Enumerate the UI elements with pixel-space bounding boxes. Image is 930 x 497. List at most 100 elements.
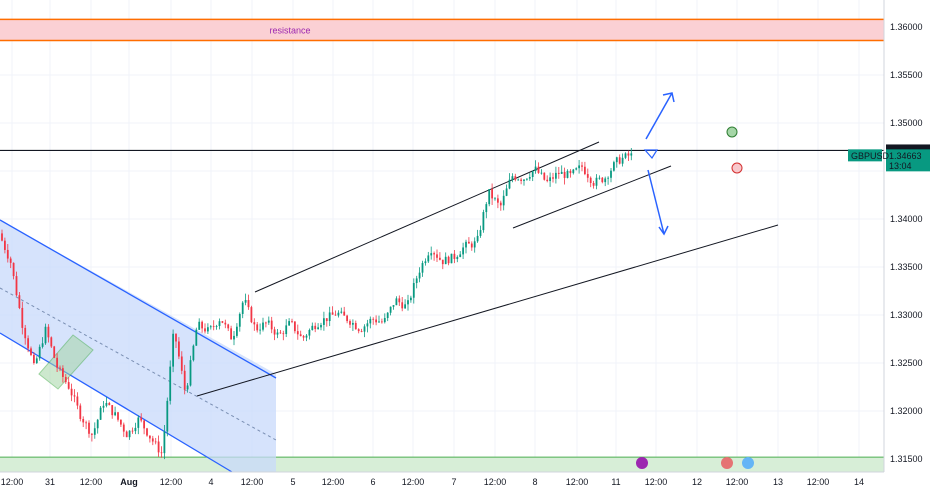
candle-body — [265, 322, 267, 324]
candle-body — [175, 333, 177, 342]
candle-body — [88, 422, 90, 434]
candle-body — [540, 172, 543, 174]
candle-body — [621, 157, 624, 164]
candle-body — [186, 385, 189, 390]
bullish-arrow[interactable] — [645, 92, 673, 140]
event-icon[interactable] — [636, 457, 648, 469]
green-marker-icon[interactable] — [726, 126, 738, 138]
x-tick-label: 13 — [773, 477, 783, 487]
candle-body — [352, 322, 354, 325]
candle-body — [372, 318, 375, 320]
resistance-zone[interactable] — [0, 19, 884, 41]
candle-body — [578, 165, 580, 169]
candle-body — [59, 367, 61, 369]
x-tick-label: 12:00 — [160, 477, 183, 487]
candle-body — [137, 417, 140, 428]
candle-body — [30, 348, 32, 355]
candle-body — [427, 255, 430, 262]
channel-upper-line[interactable] — [0, 219, 277, 379]
candle-body — [38, 346, 41, 359]
candle-body — [47, 326, 50, 338]
support-trendline[interactable] — [196, 224, 779, 397]
candle-body — [476, 235, 479, 242]
candle-body — [204, 328, 206, 332]
candle-body — [497, 198, 499, 203]
candle-body — [381, 321, 383, 323]
gb-flag-icon[interactable] — [721, 457, 733, 469]
candle-body — [44, 326, 47, 344]
candle-body — [334, 314, 337, 316]
red-marker-icon[interactable] — [731, 162, 743, 174]
candle-body — [508, 179, 511, 189]
candle-body — [485, 204, 488, 213]
x-tick-label: 12:00 — [1, 477, 24, 487]
candle-body — [41, 343, 44, 347]
candle-body — [233, 335, 235, 340]
rising-channel-upper[interactable] — [254, 141, 600, 293]
candle-body — [308, 329, 311, 336]
candle-body — [494, 198, 496, 200]
candle-body — [479, 230, 482, 236]
candle-body — [325, 318, 328, 322]
candle-body — [76, 396, 79, 406]
candle-body — [294, 321, 296, 332]
candle-body — [282, 333, 285, 335]
y-tick-label: 1.36000 — [890, 22, 923, 32]
x-tick-label: Aug — [120, 477, 138, 487]
candle-body — [415, 278, 418, 284]
flag-pattern[interactable] — [38, 334, 94, 390]
candle-body — [67, 382, 70, 389]
candle-body — [64, 376, 67, 383]
candle-body — [470, 243, 473, 248]
x-tick-label: 12:00 — [241, 477, 264, 487]
candle-body — [369, 318, 372, 324]
x-tick-label: 12:00 — [807, 477, 830, 487]
candle-body — [160, 452, 163, 454]
candle-body — [520, 179, 522, 181]
candle-body — [537, 166, 540, 173]
candle-body — [555, 172, 557, 179]
candle-body — [279, 332, 282, 334]
candle-body — [149, 435, 151, 439]
x-tick-label: 12:00 — [726, 477, 749, 487]
candle-body — [421, 263, 424, 273]
rising-channel-lower[interactable] — [512, 165, 672, 229]
candle-body — [105, 403, 108, 406]
candle-body — [613, 162, 615, 171]
candle-body — [502, 195, 505, 206]
candle-body — [99, 407, 102, 420]
us-flag-icon[interactable] — [742, 457, 754, 469]
candle-body — [563, 171, 566, 178]
candle-body — [505, 188, 508, 196]
candle-body — [354, 322, 357, 330]
candle-body — [482, 212, 485, 231]
channel-lower-line[interactable] — [0, 332, 233, 473]
descending-channel-fill[interactable] — [0, 220, 276, 472]
candle-body — [598, 177, 601, 179]
candle-body — [360, 331, 363, 332]
candle-body — [50, 337, 53, 347]
x-tick-label: 12:00 — [322, 477, 345, 487]
candle-body — [546, 179, 549, 182]
candle-body — [459, 254, 462, 258]
candle-body — [178, 341, 180, 357]
candle-body — [172, 333, 174, 367]
x-tick-label: 12:00 — [484, 477, 507, 487]
candle-body — [453, 253, 456, 259]
x-tick-label: 7 — [451, 477, 456, 487]
candle-body — [560, 171, 563, 174]
candle-body — [224, 322, 227, 325]
x-tick-label: 12:00 — [402, 477, 425, 487]
bearish-arrow[interactable] — [647, 169, 665, 235]
candle-body — [9, 258, 12, 263]
candle-body — [291, 321, 293, 322]
candle-body — [230, 328, 232, 340]
candle-body — [195, 329, 198, 346]
candle-body — [247, 300, 250, 308]
y-tick-label: 1.33500 — [890, 262, 923, 272]
candle-body — [549, 177, 551, 182]
candle-body — [56, 357, 58, 368]
bearish-arrow-head — [658, 225, 669, 236]
